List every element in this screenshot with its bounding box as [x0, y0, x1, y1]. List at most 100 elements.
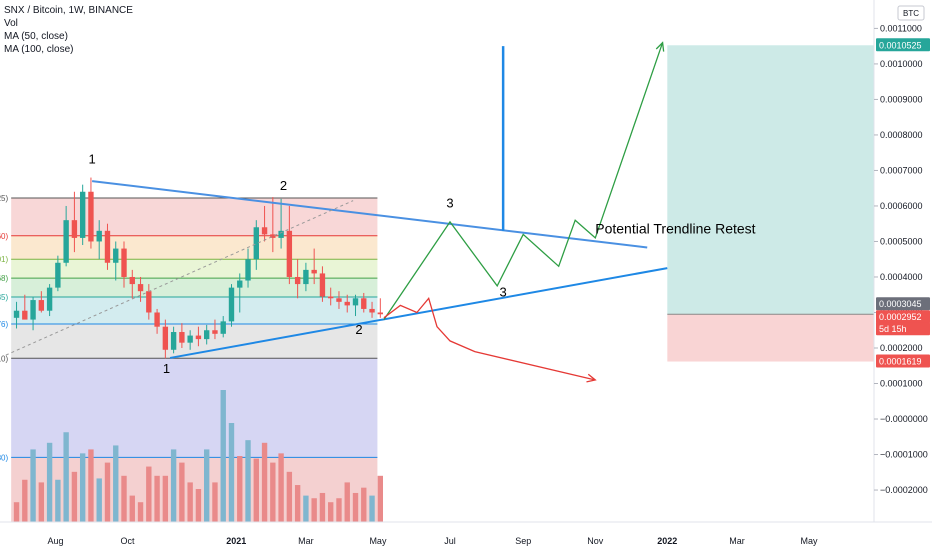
ma100-indicator-label[interactable]: MA (100, close) — [4, 44, 74, 55]
volume-bar — [79, 453, 86, 522]
price-tick-label: −0.0002000 — [880, 485, 928, 495]
price-axis-panel[interactable] — [874, 0, 932, 550]
volume-bar — [71, 471, 78, 522]
volume-bar — [344, 482, 350, 522]
candle-body — [71, 220, 78, 238]
fib-zone-0.5 — [11, 278, 378, 298]
candle-body — [137, 284, 144, 292]
volume-bar — [278, 453, 284, 522]
fib-label-0: 0(0.0006225) — [0, 194, 8, 203]
volume-bar — [30, 449, 36, 522]
volume-bar — [212, 482, 218, 522]
fib-zone-0.618 — [11, 297, 378, 324]
price-tick-label: 0.0009000 — [880, 94, 923, 104]
candle-body — [179, 332, 185, 343]
current-price-badge-bg — [876, 310, 930, 324]
candle-body — [113, 248, 119, 263]
volume-bar — [146, 466, 152, 522]
fib-label-1.618: 1.618(−0.0001080) — [0, 453, 8, 462]
volume-bar — [336, 498, 342, 522]
volume-bar — [187, 482, 193, 522]
wave-label: 1 — [89, 151, 96, 166]
candle-body — [13, 310, 20, 318]
fib-retracement[interactable]: 0(0.0006225) 0.236(0.0005160) 0.382(0.0004… — [0, 194, 378, 522]
time-tick-label: Nov — [587, 536, 604, 546]
wave-label: 3 — [500, 285, 507, 300]
wave-label: 1 — [163, 361, 170, 376]
volume-bar — [63, 432, 69, 522]
volume-bar — [162, 475, 169, 522]
volume-bar — [228, 423, 235, 522]
price-tick-label: 0.0001000 — [880, 379, 923, 389]
volume-bar — [311, 498, 317, 522]
volume-bar — [303, 495, 309, 522]
long-position-tool[interactable] — [667, 45, 874, 362]
currency-button[interactable]: BTC — [897, 5, 925, 21]
candle-body — [261, 227, 268, 235]
volume-bar — [113, 445, 119, 522]
price-tick-label: 0.0006000 — [880, 201, 923, 211]
time-tick-label: Aug — [48, 536, 64, 546]
fib-label-1: 1(0.0001710) — [0, 354, 8, 363]
position-loss-zone — [667, 314, 874, 362]
wave-label: 3 — [446, 196, 453, 211]
price-tick-label: 0.0002000 — [880, 343, 923, 353]
currency-button-label[interactable]: BTC — [903, 9, 919, 18]
candle-body — [187, 335, 193, 343]
volume-indicator-label[interactable]: Vol — [4, 18, 18, 29]
candle-body — [377, 312, 383, 315]
volume-bar — [46, 442, 53, 522]
fib-zone-1 — [11, 358, 378, 458]
bullish-projection-path — [383, 42, 664, 320]
volume-bar — [369, 495, 375, 522]
candle-body — [270, 234, 276, 238]
volume-bar — [253, 458, 259, 522]
candle-body — [311, 269, 317, 274]
volume-bar — [104, 462, 111, 522]
volume-bar — [237, 456, 243, 522]
candle-body — [286, 230, 293, 277]
candle-body — [253, 227, 259, 260]
candle-body — [328, 296, 334, 299]
stop-price-badge-bg — [876, 354, 930, 368]
volume-bar — [129, 495, 135, 522]
volume-bar — [22, 479, 28, 522]
candle-body — [294, 276, 301, 285]
candle-body — [170, 332, 177, 350]
candle-body — [104, 230, 111, 263]
wave-labels: 1 1 2 2 3 3 Potential Trendline Retest — [89, 151, 756, 376]
volume-bar — [220, 390, 226, 522]
volume-bar — [96, 478, 102, 522]
candle-body — [38, 300, 45, 311]
fib-label-0.786: 0.786(0.0002676) — [0, 320, 8, 329]
time-tick-label: Jul — [444, 536, 456, 546]
volume-bar — [361, 487, 367, 522]
candle-body — [319, 273, 326, 297]
candle-body — [361, 298, 367, 309]
candle-body — [228, 287, 235, 322]
wave-label: 2 — [355, 322, 362, 337]
drawings[interactable] — [5, 41, 668, 383]
current-price-badge: 0.0002952 — [879, 312, 922, 322]
candle-body — [154, 312, 160, 327]
trendline-lower — [169, 267, 668, 359]
candle-body — [303, 269, 309, 285]
time-tick-label: Mar — [298, 536, 314, 546]
volume-bar — [352, 492, 359, 522]
volume-bar — [328, 502, 334, 522]
annotation-text: Potential Trendline Retest — [595, 221, 755, 237]
volume-bar — [294, 485, 301, 522]
time-tick-label: Mar — [729, 536, 745, 546]
candle-body — [63, 220, 69, 263]
fib-label-0.382: 0.382(0.0004501) — [0, 255, 8, 264]
ma50-indicator-label[interactable]: MA (50, close) — [4, 31, 68, 42]
candle-body — [352, 298, 359, 306]
price-tick-label: 0.0005000 — [880, 236, 923, 246]
price-tick-label: −0.0000000 — [880, 414, 928, 424]
candle-body — [369, 308, 375, 313]
candle-body — [344, 301, 350, 306]
volume-bar — [270, 462, 276, 522]
candle-body — [79, 191, 86, 238]
